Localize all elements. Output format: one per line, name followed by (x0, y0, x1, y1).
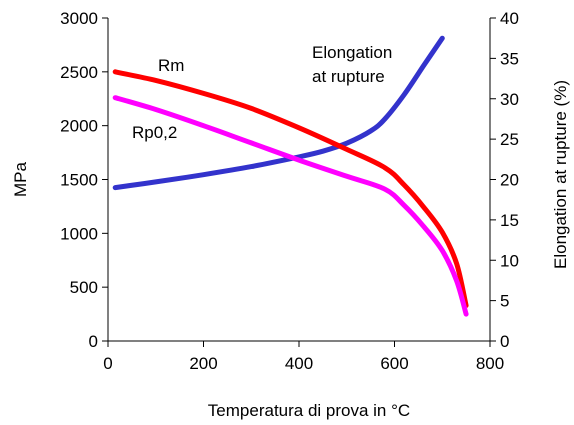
x-tick-label: 200 (189, 354, 217, 373)
y-left-tick-label: 1500 (60, 171, 98, 190)
series-label-rp02: Rp0,2 (132, 123, 177, 142)
y-left-tick-label: 2500 (60, 63, 98, 82)
series-label-line: Rm (158, 56, 184, 75)
y-right-tick-label: 35 (500, 49, 519, 68)
y-right-tick-label: 15 (500, 211, 519, 230)
series-label-line: at rupture (312, 67, 385, 86)
y-right-tick-label: 20 (500, 171, 519, 190)
series-line-rp02 (112, 95, 469, 317)
y-left-tick-label: 500 (70, 278, 98, 297)
x-tick-label: 0 (103, 354, 112, 373)
y-axis-left-title: MPa (11, 161, 30, 197)
y-left-tick-label: 1000 (60, 224, 98, 243)
axis-layer: 0 200 400 600 800 0 500 1000 1500 2000 2500 3000 0 5 1… (11, 9, 570, 420)
series-line-rm (112, 69, 469, 308)
y-right-tick-label: 10 (500, 251, 519, 270)
series-label-line: Elongation (312, 43, 392, 62)
y-right-tick-label: 25 (500, 130, 519, 149)
x-tick-label: 400 (285, 354, 313, 373)
series-layer (112, 35, 469, 317)
y-axis-right-title: Elongation at rupture (%) (551, 80, 570, 269)
series-line-elongation (112, 35, 445, 191)
label-layer: Rm Rp0,2 Elongation at rupture (132, 43, 392, 142)
y-left-tick-label: 0 (89, 332, 98, 351)
y-right-tick-label: 30 (500, 90, 519, 109)
y-right-tick-label: 0 (500, 332, 509, 351)
x-axis-title: Temperatura di prova in °C (208, 401, 410, 420)
x-tick-label: 800 (476, 354, 504, 373)
x-tick-label: 600 (380, 354, 408, 373)
series-label-line: Rp0,2 (132, 123, 177, 142)
y-left-tick-label: 2000 (60, 117, 98, 136)
series-label-rm: Rm (158, 56, 184, 75)
series-label-elongation: Elongation at rupture (312, 43, 392, 86)
y-right-tick-label: 5 (500, 292, 509, 311)
y-left-tick-label: 3000 (60, 9, 98, 28)
y-right-tick-label: 40 (500, 9, 519, 28)
